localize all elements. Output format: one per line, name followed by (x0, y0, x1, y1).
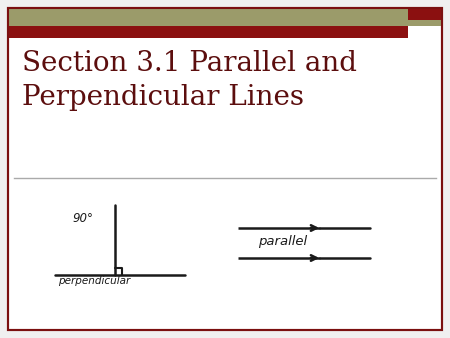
Bar (408, 8, 442, 20)
Bar (8, 8, 408, 26)
Text: 90°: 90° (72, 212, 93, 225)
Text: parallel: parallel (258, 235, 307, 247)
Text: Section 3.1 Parallel and
Perpendicular Lines: Section 3.1 Parallel and Perpendicular L… (22, 50, 357, 111)
Bar (408, 8, 442, 26)
Text: perpendicular: perpendicular (58, 276, 130, 286)
Bar (8, 26, 408, 38)
